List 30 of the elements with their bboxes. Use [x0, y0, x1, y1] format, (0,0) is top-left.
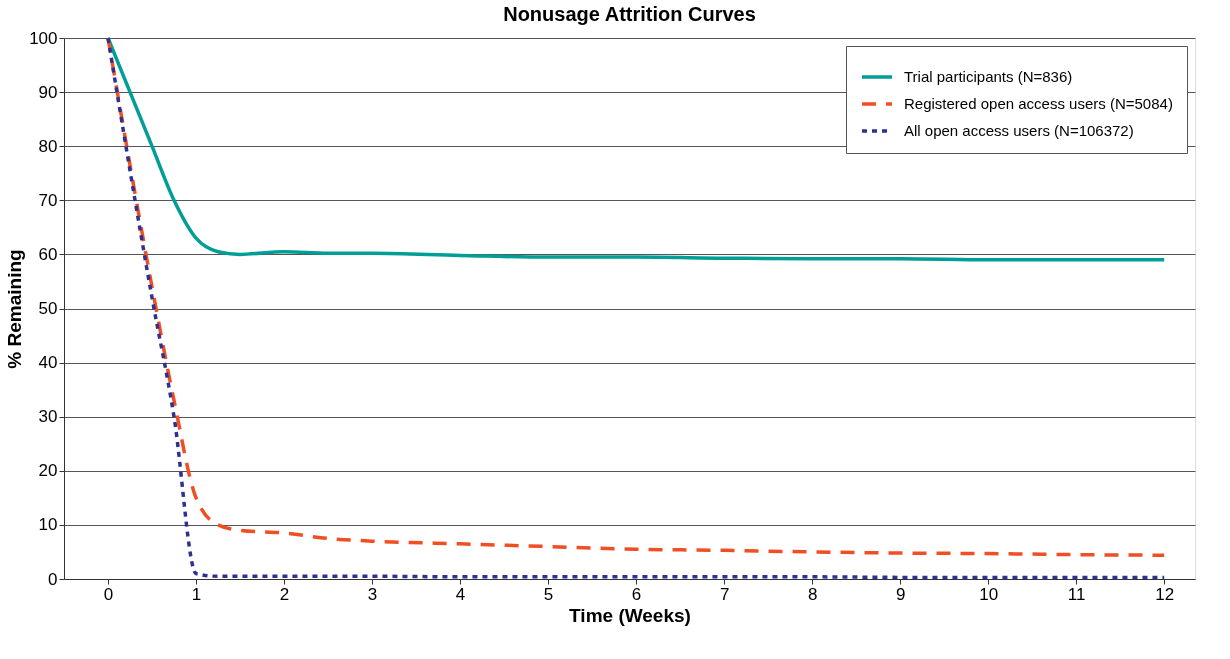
- y-tick-label: 40: [38, 353, 58, 373]
- legend-label: All open access users (N=106372): [904, 122, 1134, 139]
- y-tick-label: 90: [38, 82, 58, 102]
- x-tick-label: 2: [279, 584, 290, 604]
- x-tick-label: 6: [631, 584, 642, 604]
- x-tick-label: 1: [191, 584, 202, 604]
- y-tick-label: 20: [38, 461, 58, 481]
- x-tick-label: 7: [719, 584, 730, 604]
- y-axis-title: % Remaining: [4, 249, 26, 369]
- x-tick-label: 3: [367, 584, 378, 604]
- legend-label: Registered open access users (N=5084): [904, 95, 1173, 112]
- chart-title: Nonusage Attrition Curves: [503, 3, 756, 25]
- y-tick-label: 50: [38, 299, 58, 318]
- x-tick-label: 0: [103, 584, 114, 604]
- x-axis-title: Time (Weeks): [569, 604, 691, 626]
- x-tick-label: 10: [979, 584, 999, 604]
- y-tick-label: 70: [38, 190, 58, 210]
- y-tick-label: 10: [38, 515, 58, 535]
- y-tick-label: 80: [38, 136, 58, 156]
- x-tick-label: 9: [895, 584, 906, 604]
- y-tick-label: 60: [38, 244, 58, 264]
- y-tick-label: 100: [29, 28, 58, 48]
- x-tick-label: 11: [1067, 584, 1086, 604]
- legend-label: Trial participants (N=836): [904, 68, 1073, 85]
- x-tick-label: 12: [1155, 584, 1175, 604]
- x-tick-label: 8: [807, 584, 818, 604]
- y-tick-label: 0: [48, 569, 58, 589]
- x-tick-label: 4: [455, 584, 466, 604]
- y-tick-label: 30: [38, 407, 58, 427]
- x-tick-label: 5: [543, 584, 554, 604]
